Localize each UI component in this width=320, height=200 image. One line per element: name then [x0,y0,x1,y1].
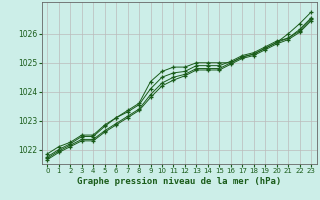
X-axis label: Graphe pression niveau de la mer (hPa): Graphe pression niveau de la mer (hPa) [77,177,281,186]
